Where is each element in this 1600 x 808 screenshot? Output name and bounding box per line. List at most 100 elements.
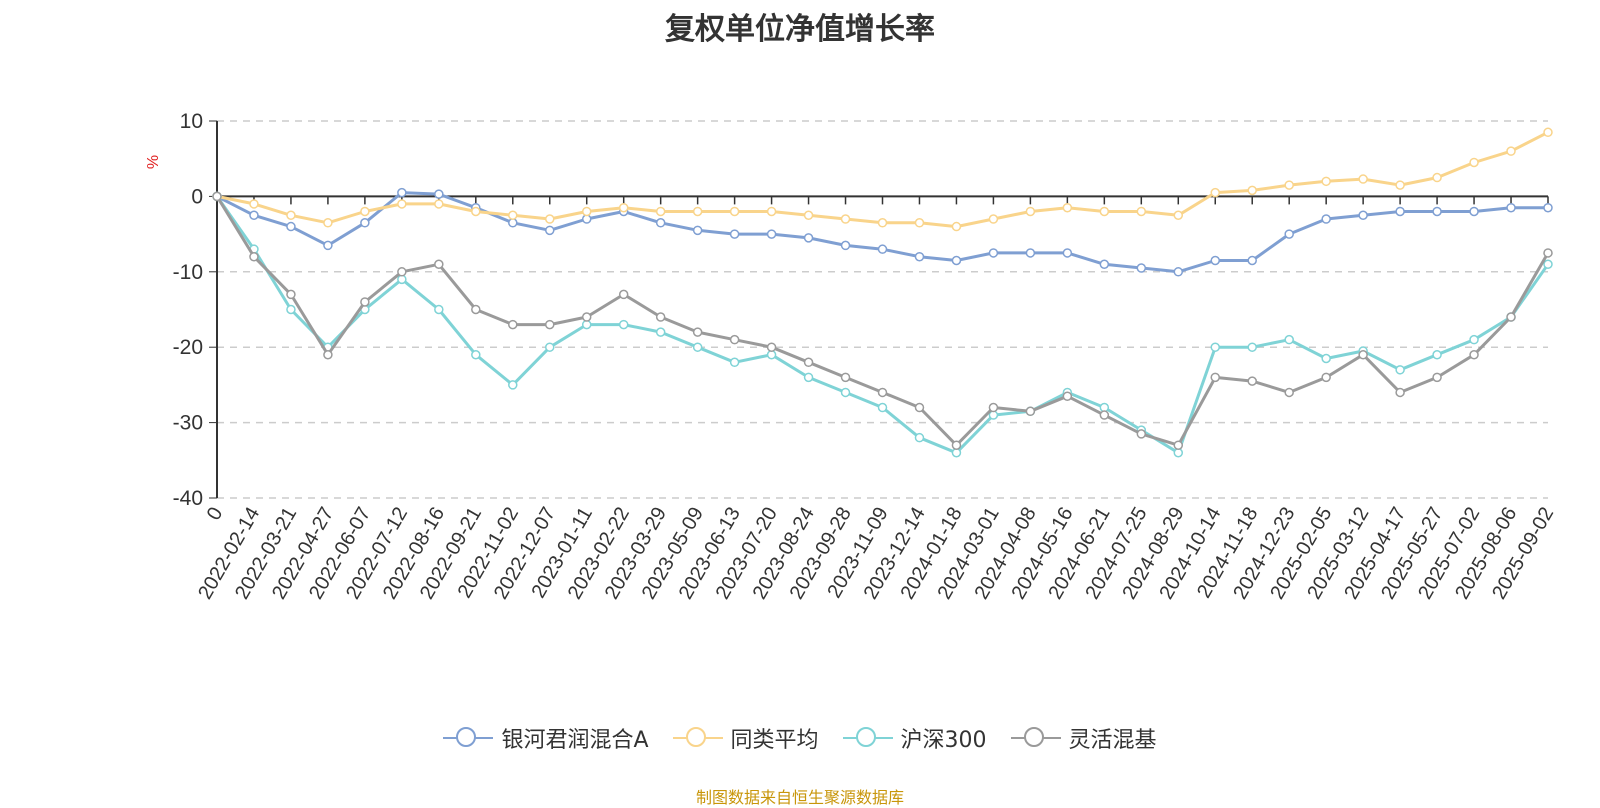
- data-point: [1284, 334, 1294, 345]
- data-point: [1284, 180, 1294, 190]
- legend-swatch-icon: [672, 726, 723, 750]
- axis-layer: 100-10-20-30-40%02022-02-142022-03-21202…: [145, 110, 1558, 603]
- data-source-note: 制图数据来自恒生聚源数据库: [695, 788, 904, 807]
- data-point: [471, 349, 481, 360]
- data-point: [655, 312, 666, 322]
- legend-label: 沪深300: [900, 728, 987, 753]
- legend-circle: [855, 727, 876, 747]
- legend-item-2[interactable]: 同类平均: [672, 722, 819, 754]
- legend-item-4[interactable]: 灵活混基: [1010, 722, 1157, 754]
- data-point: [397, 199, 407, 209]
- data-point: [286, 289, 296, 300]
- data-point: [545, 214, 555, 224]
- data-point: [877, 402, 888, 413]
- data-point: [1506, 312, 1516, 322]
- data-point: [877, 218, 888, 228]
- data-point: [545, 319, 555, 330]
- y-tick-label: 0: [191, 185, 203, 208]
- legend-swatch-icon: [1010, 726, 1061, 750]
- data-point: [1358, 174, 1368, 184]
- data-point: [1136, 429, 1147, 439]
- series-layer: [212, 127, 1553, 458]
- data-point: [1284, 229, 1294, 239]
- data-point: [434, 199, 444, 209]
- data-point: [1247, 255, 1257, 266]
- data-point: [1136, 263, 1147, 273]
- legend-circle: [456, 727, 477, 747]
- data-point: [1210, 342, 1220, 352]
- data-point: [803, 372, 814, 383]
- y-tick-label: -30: [173, 412, 203, 435]
- data-point: [692, 225, 703, 236]
- legend-circle: [685, 727, 706, 747]
- y-tick-label: -40: [173, 487, 203, 510]
- data-point: [1099, 410, 1110, 420]
- data-point: [1062, 202, 1073, 213]
- data-point: [988, 214, 999, 224]
- data-point: [1432, 206, 1442, 217]
- data-point: [581, 312, 592, 322]
- data-point: [618, 202, 629, 213]
- data-point: [988, 248, 999, 258]
- data-point: [1358, 210, 1368, 220]
- data-point: [508, 319, 518, 330]
- y-tick-label: -20: [173, 336, 203, 359]
- data-point: [1025, 406, 1036, 417]
- data-point: [1469, 157, 1479, 168]
- series-line-3: [215, 195, 1550, 455]
- legend-label: 同类平均: [730, 728, 819, 753]
- data-point: [729, 334, 740, 345]
- legend-item-1[interactable]: 银河君润混合A: [443, 722, 649, 754]
- data-point: [1321, 353, 1331, 364]
- data-point: [766, 206, 777, 217]
- data-point: [914, 432, 925, 443]
- data-point: [1321, 372, 1331, 383]
- data-point: [397, 187, 407, 198]
- data-point: [434, 189, 444, 199]
- data-point: [1247, 185, 1257, 196]
- data-point: [1395, 180, 1405, 190]
- data-point: [471, 206, 481, 217]
- data-point: [1099, 259, 1110, 270]
- series-line-2: [216, 130, 1549, 229]
- data-point: [803, 210, 814, 220]
- data-point: [951, 255, 962, 266]
- data-point: [508, 210, 518, 220]
- data-point: [1173, 440, 1184, 450]
- data-point: [286, 210, 296, 220]
- data-point: [1173, 267, 1184, 277]
- data-point: [1173, 210, 1184, 220]
- data-point: [581, 206, 592, 217]
- chart-title: 复权单位净值增长率: [665, 12, 935, 47]
- data-point: [840, 214, 851, 224]
- data-point: [1469, 334, 1479, 345]
- legend-swatch-icon: [443, 726, 494, 750]
- legend-label: 银河君润混合A: [501, 728, 649, 753]
- data-point: [1395, 387, 1405, 398]
- data-point: [692, 327, 703, 337]
- data-point: [1284, 387, 1294, 398]
- data-point: [545, 225, 555, 236]
- data-point: [508, 380, 518, 390]
- data-point: [1395, 365, 1405, 375]
- data-point: [729, 229, 740, 239]
- legend-item-3[interactable]: 沪深300: [842, 722, 987, 754]
- data-point: [803, 233, 814, 243]
- data-point: [1469, 349, 1479, 360]
- data-point: [1432, 172, 1442, 183]
- data-point: [729, 206, 740, 217]
- data-point: [1210, 255, 1220, 266]
- data-point: [877, 387, 888, 398]
- data-point: [655, 218, 666, 228]
- data-point: [914, 402, 925, 413]
- y-axis-label: %: [145, 155, 162, 169]
- data-point: [1506, 146, 1516, 156]
- data-point: [729, 357, 740, 368]
- data-point: [434, 304, 444, 315]
- data-point: [618, 319, 629, 330]
- data-point: [840, 372, 851, 383]
- data-point: [212, 191, 222, 202]
- x-tick-label: 0: [203, 504, 228, 525]
- data-point: [1506, 202, 1516, 213]
